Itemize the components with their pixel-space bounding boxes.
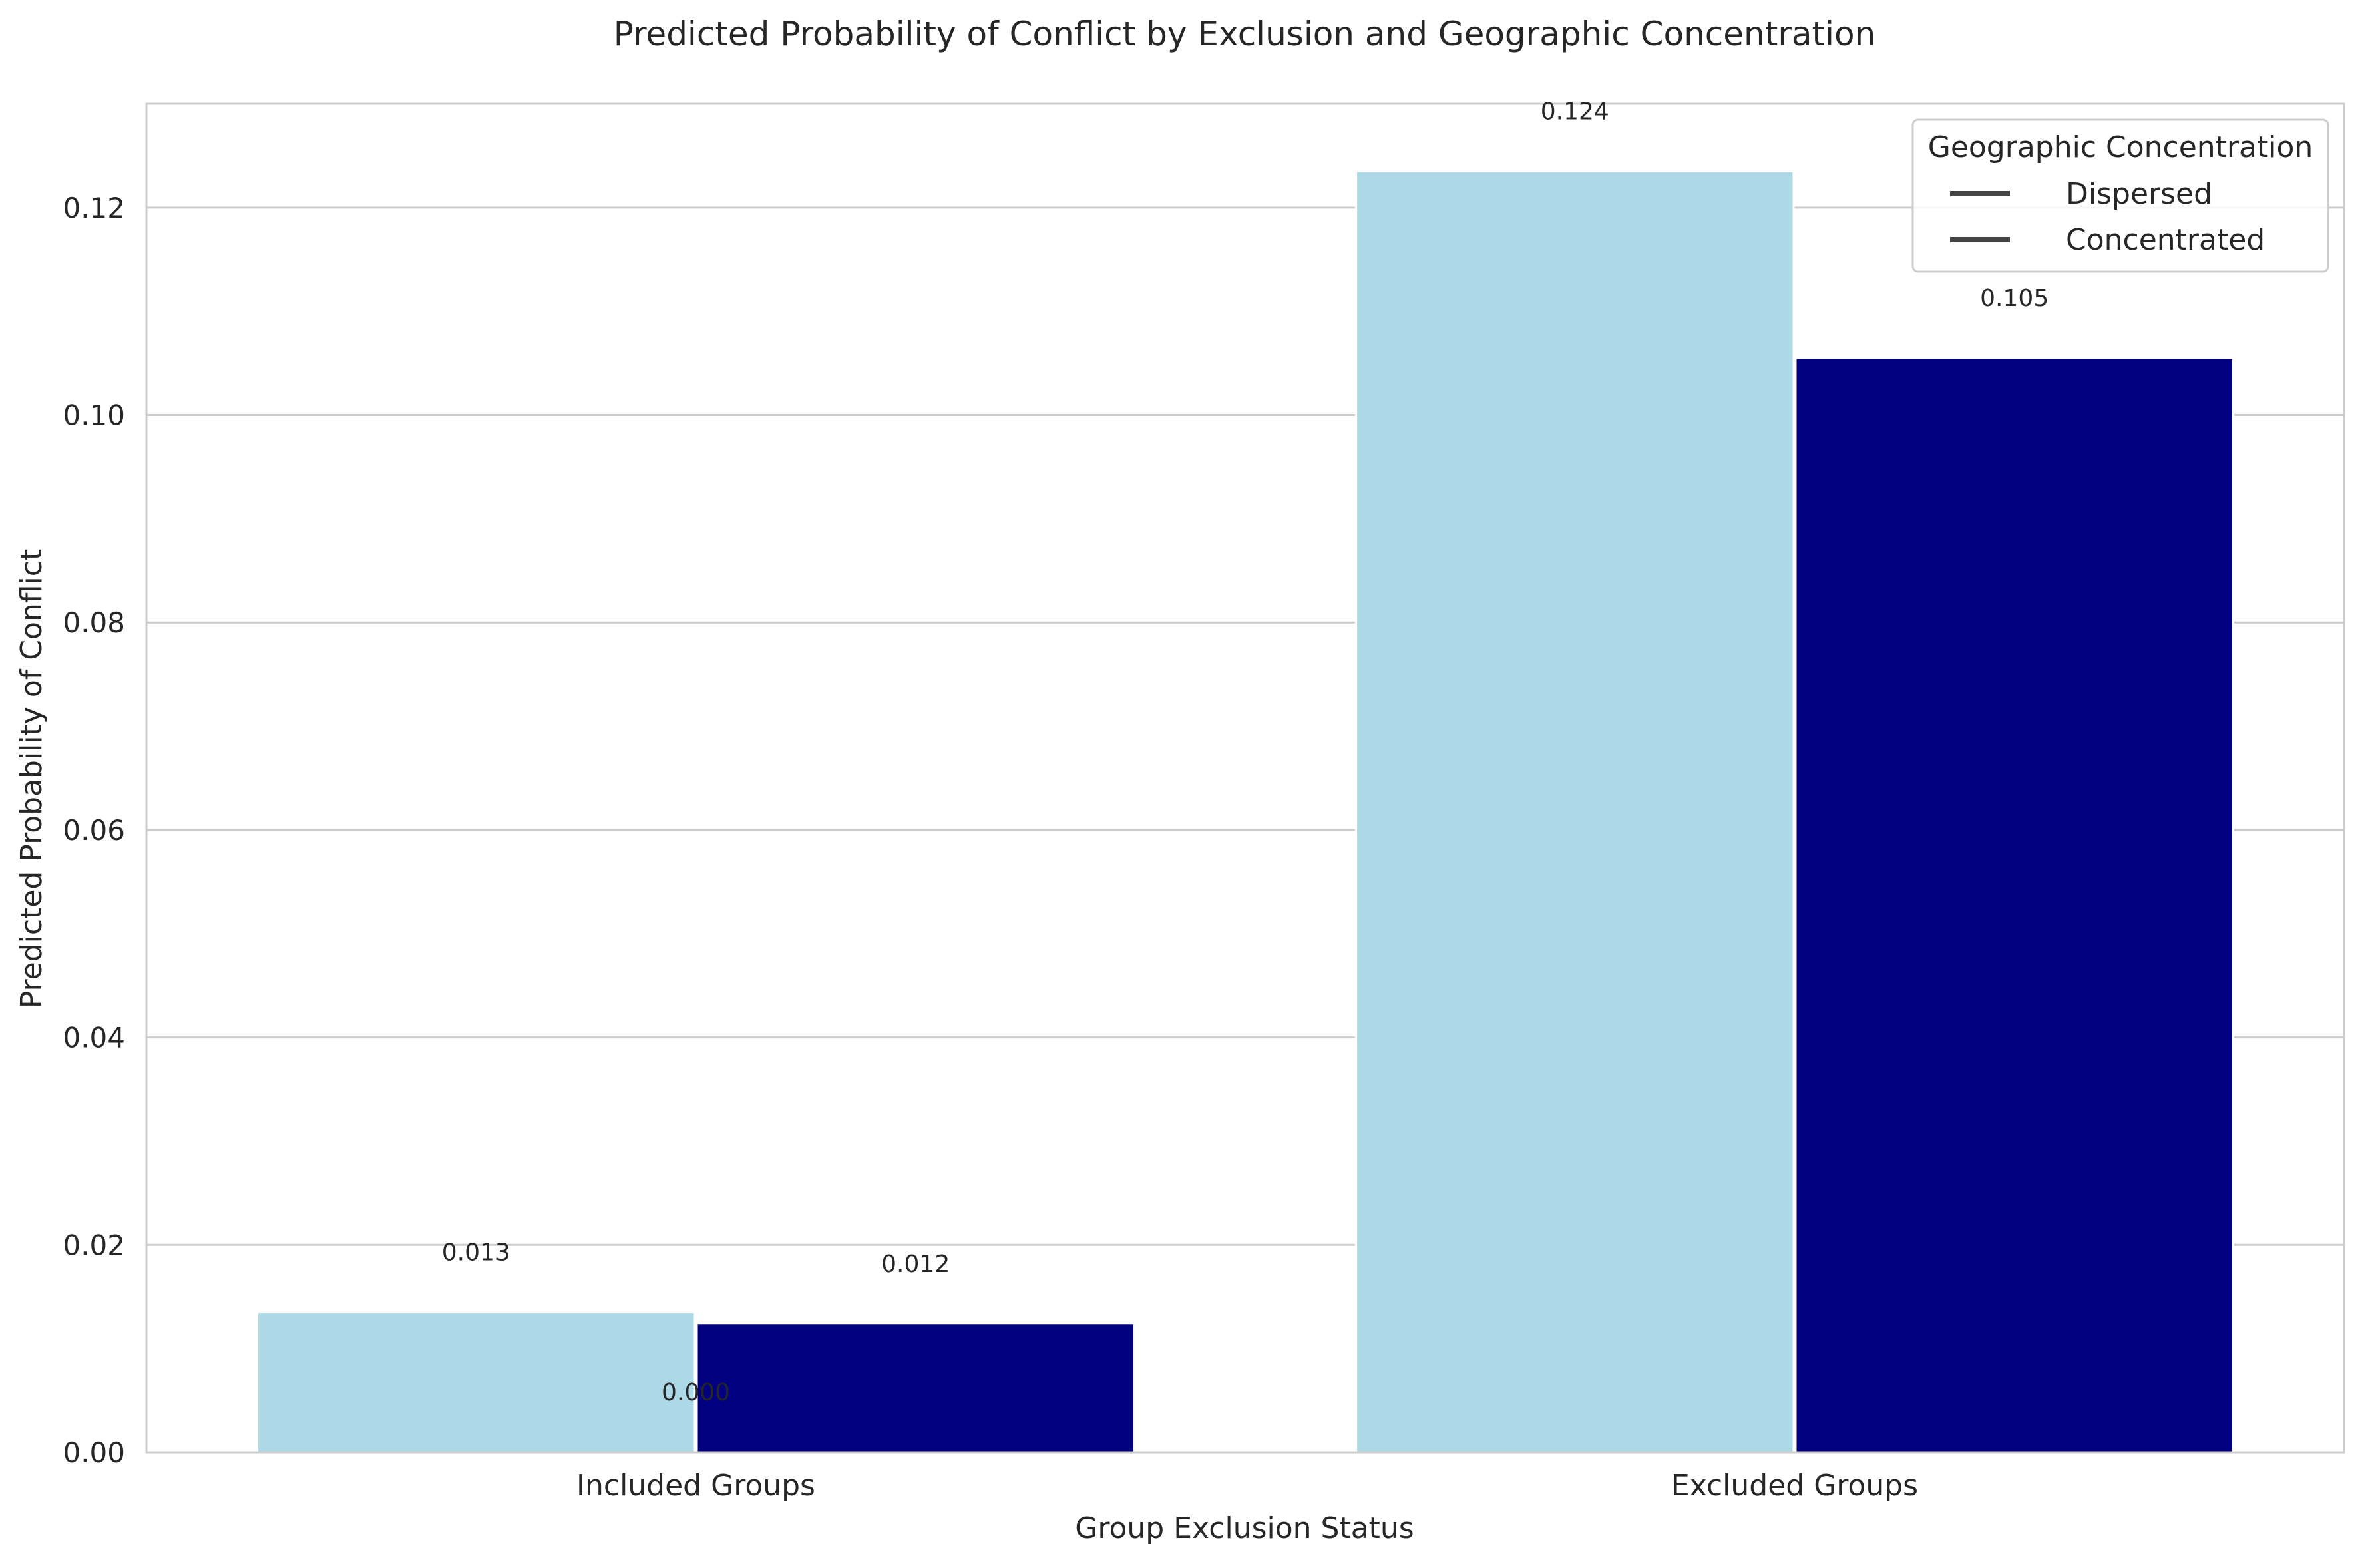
data-labels: 0.013 0.012 0.124 0.105 0.000 — [442, 98, 2049, 1406]
legend-label-dispersed: Dispersed — [2066, 177, 2212, 211]
x-tick-label: Excluded Groups — [1671, 1469, 1918, 1503]
plot-frame — [145, 102, 2345, 1454]
bar-dispersed-included-groups — [256, 1311, 696, 1454]
data-label: 0.000 — [662, 1379, 730, 1406]
x-tick-labels: Included Groups Excluded Groups — [576, 1469, 1918, 1503]
bar-dispersed-excluded-groups — [1355, 170, 1795, 1454]
bar-concentrated-included-groups — [695, 1322, 1135, 1454]
legend-label-concentrated: Concentrated — [2066, 223, 2265, 257]
y-tick-label: 0.10 — [63, 399, 125, 432]
y-tick-label: 0.08 — [63, 606, 125, 639]
data-label: 0.012 — [881, 1251, 950, 1278]
y-tick-label: 0.04 — [63, 1022, 125, 1054]
y-axis-label: Predicted Probability of Conflict — [15, 549, 49, 1008]
data-label: 0.013 — [442, 1239, 510, 1267]
chart-title: Predicted Probability of Conflict by Exc… — [614, 15, 1876, 53]
y-tick-label: 0.06 — [63, 814, 125, 847]
y-tick-label: 0.12 — [63, 192, 125, 224]
y-tick-label: 0.02 — [63, 1229, 125, 1261]
legend-title: Geographic Concentration — [1928, 130, 2313, 164]
data-label: 0.105 — [1980, 285, 2049, 312]
bar-concentrated-excluded-groups — [1794, 357, 2234, 1454]
y-tick-labels: 0.00 0.02 0.04 0.06 0.08 0.10 0.12 — [63, 192, 125, 1469]
x-axis-label: Group Exclusion Status — [1075, 1511, 1414, 1545]
x-tick-label: Included Groups — [576, 1469, 815, 1503]
y-tick-label: 0.00 — [63, 1436, 125, 1469]
legend-box — [1911, 118, 2329, 273]
legend: Geographic Concentration Dispersed Conce… — [1911, 118, 2329, 273]
data-label: 0.124 — [1541, 98, 1609, 125]
bars — [256, 170, 2234, 1454]
